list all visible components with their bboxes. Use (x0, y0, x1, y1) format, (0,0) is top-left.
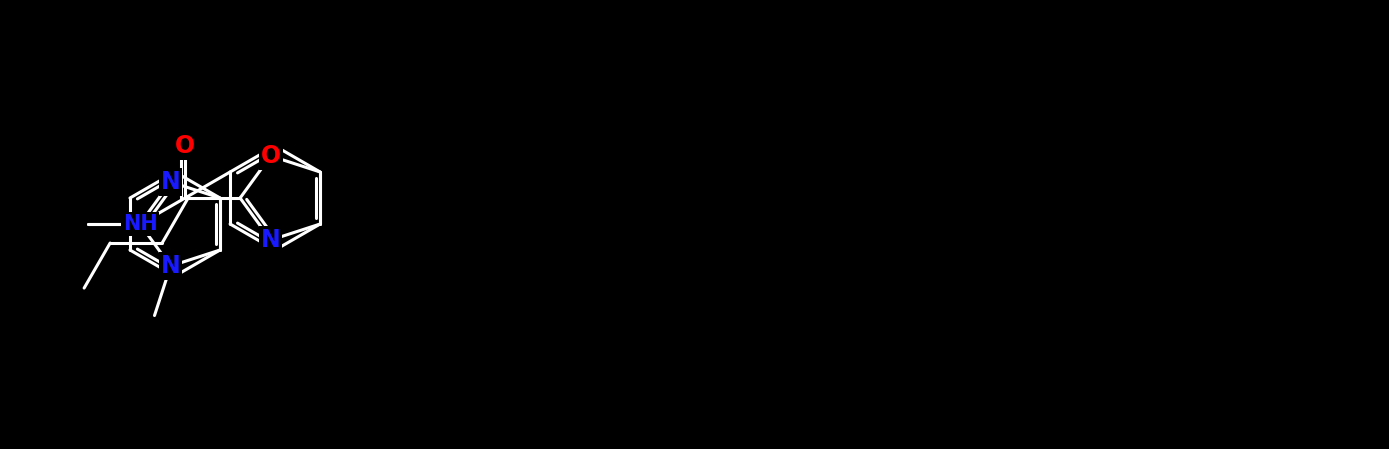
Text: O: O (261, 144, 281, 168)
Text: N: N (161, 254, 181, 278)
Text: N: N (261, 228, 281, 252)
Text: N: N (161, 170, 181, 194)
Text: O: O (175, 134, 194, 158)
Text: NH: NH (122, 214, 157, 234)
